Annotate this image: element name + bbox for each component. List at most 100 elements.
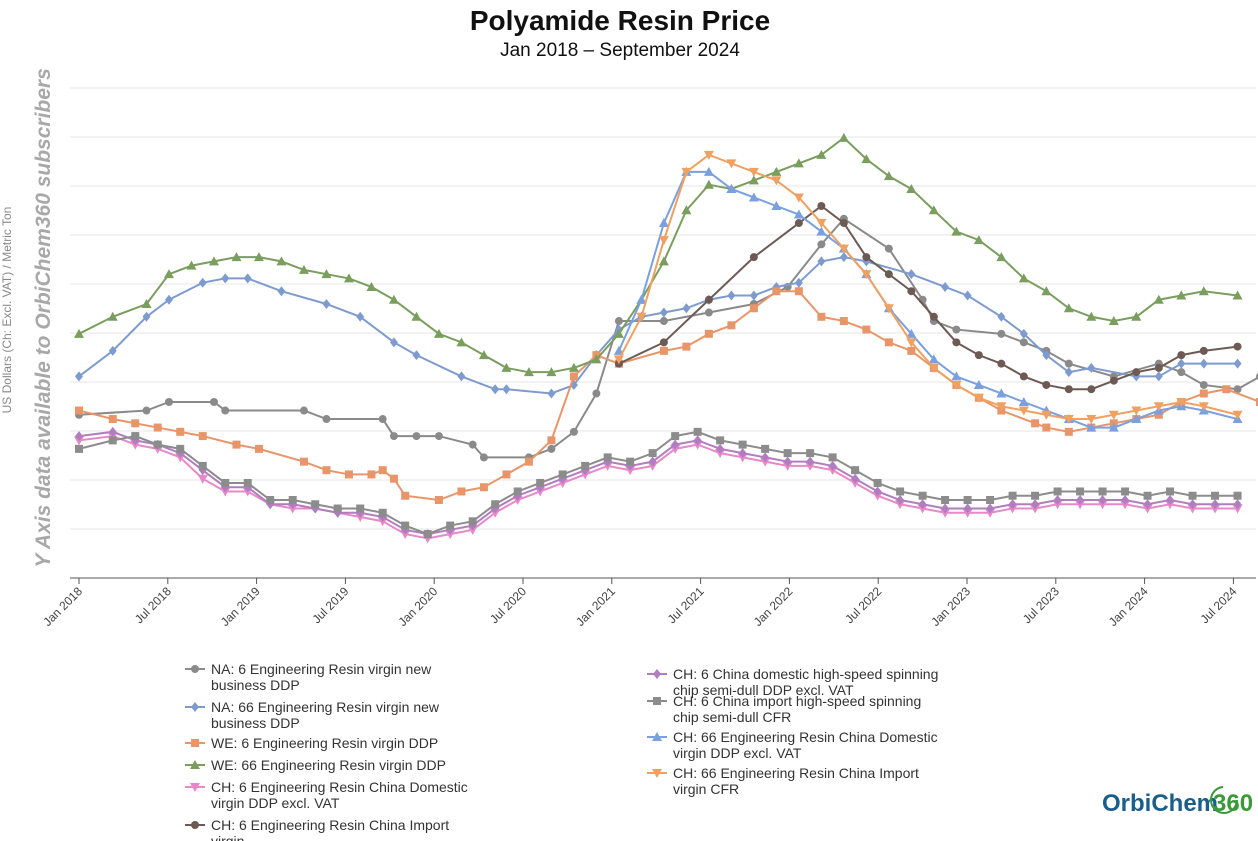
data-point xyxy=(1064,359,1073,368)
data-point xyxy=(1087,362,1096,373)
data-point xyxy=(1008,499,1017,510)
data-point xyxy=(996,402,1007,412)
series-6 xyxy=(614,202,1242,394)
series-line xyxy=(78,217,1258,459)
data-point xyxy=(658,218,669,228)
data-point xyxy=(906,183,917,193)
data-point xyxy=(191,739,199,747)
data-point xyxy=(142,311,151,322)
svg-text:OrbiChem: OrbiChem xyxy=(1102,790,1218,817)
data-point xyxy=(491,500,500,509)
data-point xyxy=(524,457,533,466)
data-point xyxy=(457,487,466,496)
data-point xyxy=(952,325,961,334)
data-point xyxy=(1232,410,1243,420)
data-point xyxy=(581,461,590,470)
data-point xyxy=(1233,491,1242,500)
data-point xyxy=(243,273,252,284)
data-point xyxy=(423,530,432,539)
data-point xyxy=(1166,495,1175,505)
data-point xyxy=(411,311,422,321)
data-point xyxy=(806,449,815,458)
watermark-text: Y Axis data available to OrbiChem360 sub… xyxy=(32,68,55,568)
data-point xyxy=(164,398,173,406)
data-point xyxy=(794,277,803,288)
data-point xyxy=(873,486,882,497)
data-point xyxy=(771,201,782,210)
data-point xyxy=(783,449,792,458)
data-point xyxy=(907,269,916,280)
data-point xyxy=(1042,380,1051,389)
data-point xyxy=(333,504,342,513)
data-point xyxy=(74,328,84,338)
data-point xyxy=(636,294,647,304)
data-point xyxy=(75,371,83,382)
data-point xyxy=(748,175,759,185)
data-point xyxy=(838,244,849,254)
data-point xyxy=(941,503,950,514)
data-point xyxy=(299,457,308,466)
data-point xyxy=(703,166,714,176)
data-point xyxy=(693,427,702,436)
data-point xyxy=(479,453,488,462)
data-point xyxy=(1211,499,1220,510)
data-point xyxy=(591,354,602,364)
series-line xyxy=(78,290,1258,502)
data-point xyxy=(613,328,624,338)
data-point xyxy=(457,371,466,382)
data-point xyxy=(1256,398,1258,406)
data-point xyxy=(614,317,623,326)
data-point xyxy=(190,760,200,769)
data-point xyxy=(1153,294,1164,304)
x-tick-label: Jan 2020 xyxy=(395,584,440,629)
data-point xyxy=(198,461,207,470)
data-point xyxy=(456,337,467,347)
data-point xyxy=(1098,495,1107,505)
data-point xyxy=(1233,358,1242,369)
series-line xyxy=(78,256,1238,395)
data-point xyxy=(186,260,197,270)
data-point xyxy=(1086,311,1097,321)
x-tick-label: Jul 2023 xyxy=(1020,584,1062,626)
series-line xyxy=(78,435,1238,540)
data-point xyxy=(209,398,218,406)
data-point xyxy=(1053,495,1062,505)
data-point xyxy=(491,384,500,395)
data-point xyxy=(793,193,804,203)
data-point xyxy=(1121,487,1130,496)
data-point xyxy=(513,487,522,496)
data-point xyxy=(862,325,871,334)
legend-label: WE: 6 Engineering Resin virgin DDP xyxy=(211,735,438,751)
data-point xyxy=(1211,491,1220,500)
data-point xyxy=(1199,358,1208,369)
data-point xyxy=(191,665,199,673)
x-tick-label: Jan 2019 xyxy=(218,584,263,629)
series-line xyxy=(78,430,1238,536)
data-point xyxy=(501,362,512,372)
data-point xyxy=(191,702,199,712)
data-point xyxy=(884,244,893,253)
data-point xyxy=(928,354,939,364)
data-point xyxy=(208,256,219,266)
series-line xyxy=(78,136,1238,374)
x-tick-label: Jan 2021 xyxy=(573,584,618,629)
data-point xyxy=(793,209,804,219)
data-point xyxy=(389,337,398,348)
data-point xyxy=(1153,402,1164,412)
legend-label: WE: 66 Engineering Resin virgin DDP xyxy=(211,757,446,773)
data-point xyxy=(502,470,511,479)
legend-label: NA: 6 Engineering Resin virgin new busine… xyxy=(211,661,432,693)
data-point xyxy=(1041,286,1052,296)
data-point xyxy=(221,406,230,415)
data-point xyxy=(997,359,1006,368)
grid-lines xyxy=(70,87,1256,530)
data-point xyxy=(658,236,669,246)
data-point xyxy=(727,321,736,330)
data-point xyxy=(468,440,477,449)
data-point xyxy=(298,264,309,274)
data-point xyxy=(1176,290,1187,300)
x-tick-label: Jan 2024 xyxy=(1106,584,1151,629)
data-point xyxy=(536,478,545,487)
data-point xyxy=(973,393,984,403)
